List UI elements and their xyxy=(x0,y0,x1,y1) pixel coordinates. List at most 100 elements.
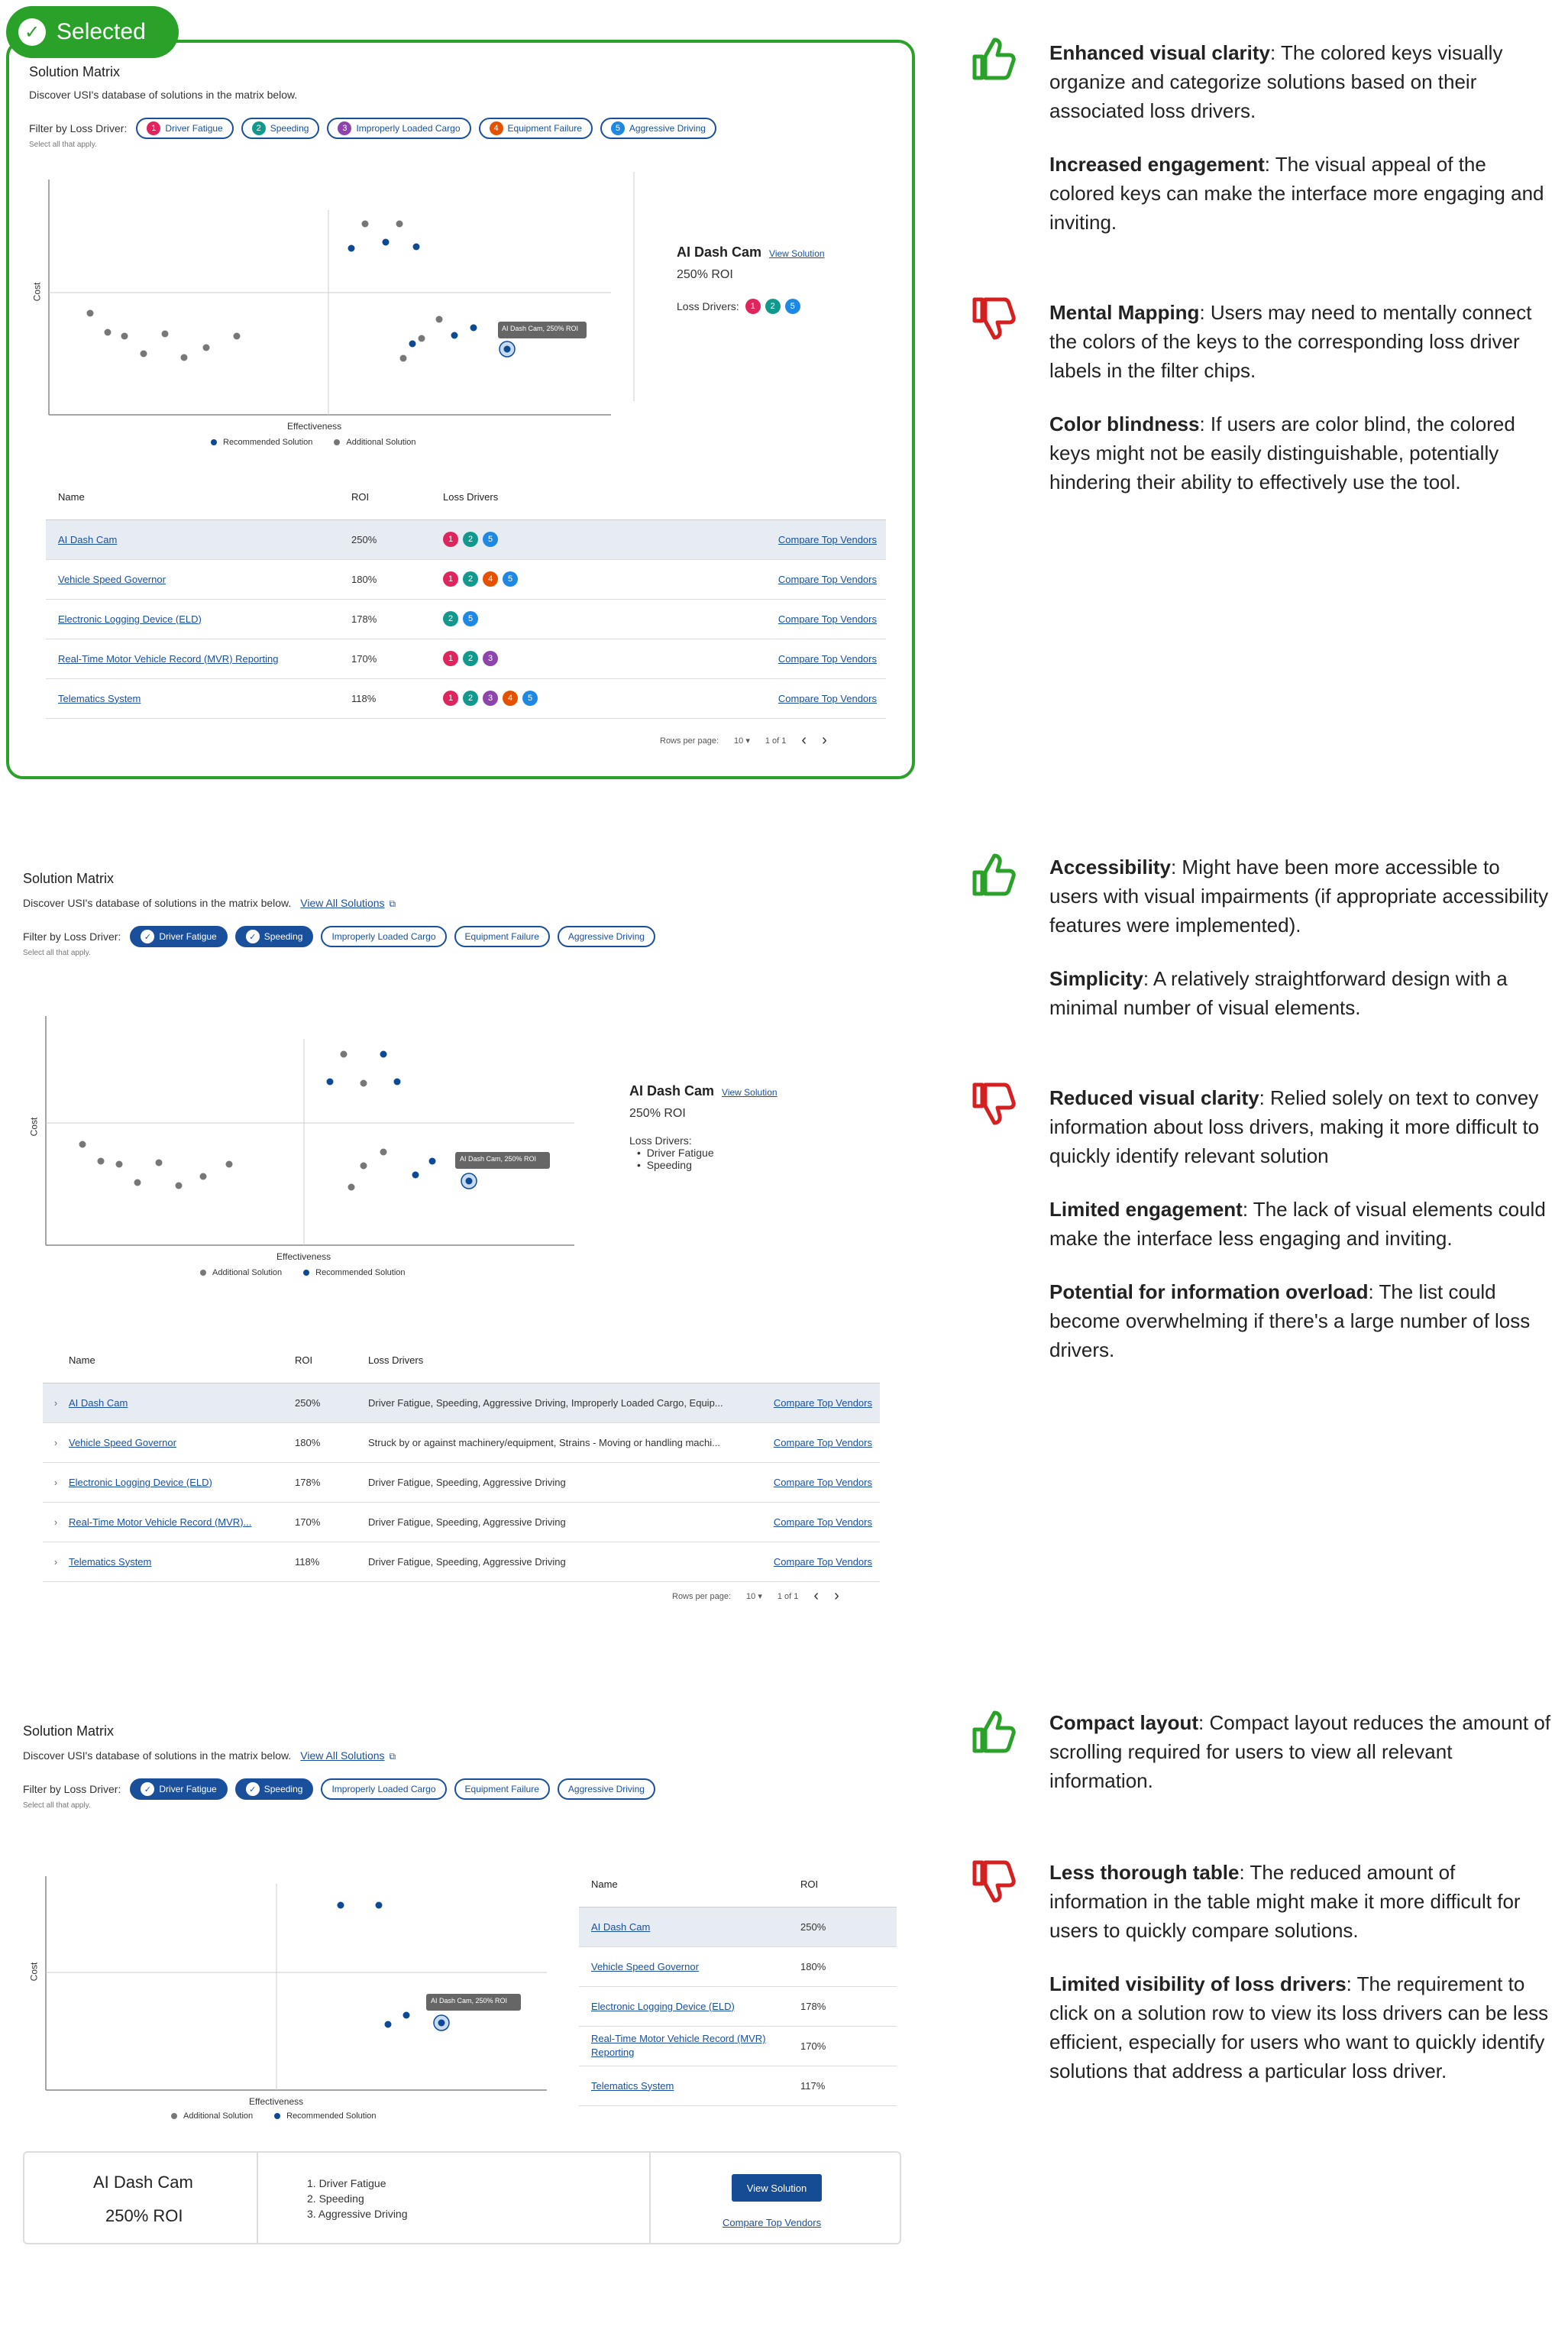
v3-chip-aggressive[interactable]: Aggressive Driving xyxy=(557,1778,655,1800)
v3-row-5-name[interactable]: Telematics System xyxy=(591,2079,674,2092)
v2-row-2-compare-link[interactable]: Compare Top Vendors xyxy=(773,1436,872,1448)
v2-filter-row: Filter by Loss Driver: ✓ Driver Fatigue ✓… xyxy=(23,926,663,947)
v2-chip-speeding[interactable]: ✓ Speeding xyxy=(234,926,314,947)
v1-row-4-name[interactable]: Real-Time Motor Vehicle Record (MVR) Rep… xyxy=(58,652,279,665)
v2-view-solution-link[interactable]: View Solution xyxy=(722,1087,778,1098)
v2-row-3-name[interactable]: Electronic Logging Device (ELD) xyxy=(69,1476,212,1488)
table-row[interactable]: › Electronic Logging Device (ELD) 178% D… xyxy=(43,1462,880,1503)
v3-row-4-name[interactable]: Real-Time Motor Vehicle Record (MVR) Rep… xyxy=(591,2033,766,2058)
v2-row-4-name[interactable]: Real-Time Motor Vehicle Record (MVR)... xyxy=(69,1516,252,1528)
v2-detail-ld-item-1: • Driver Fatigue xyxy=(637,1147,714,1159)
v1-rows-per-page-select[interactable]: 10 ▾ xyxy=(734,736,750,746)
v3-chip-equipment[interactable]: Equipment Failure xyxy=(454,1778,550,1800)
v3-row-1-roi: 250% xyxy=(800,1907,897,1947)
v3-solution-card: AI Dash Cam 250% ROI 1. Driver Fatigue 2… xyxy=(23,2151,901,2244)
v3-card-divider-2 xyxy=(649,2153,651,2243)
table-row[interactable]: › AI Dash Cam 250% Driver Fatigue, Speed… xyxy=(43,1383,880,1423)
v3-view-all-link[interactable]: View All Solutions xyxy=(300,1749,385,1762)
v3-filter-hint: Select all that apply. xyxy=(23,1801,91,1810)
v2-chip-equipment[interactable]: Equipment Failure xyxy=(454,926,550,947)
v2-row-1-compare-link[interactable]: Compare Top Vendors xyxy=(773,1396,872,1409)
v3-chip-speeding[interactable]: ✓ Speeding xyxy=(234,1778,314,1800)
table-row[interactable]: Real-Time Motor Vehicle Record (MVR) Rep… xyxy=(579,2026,897,2066)
chevron-right-icon[interactable]: › xyxy=(43,1542,69,1582)
view-solution-button[interactable]: View Solution xyxy=(732,2174,822,2202)
v2-subtitle: Discover USI's database of solutions in … xyxy=(23,897,292,909)
table-row[interactable]: › Telematics System 118% Driver Fatigue,… xyxy=(43,1542,880,1582)
v1-row-5-name[interactable]: Telematics System xyxy=(58,692,141,704)
prev-page-icon[interactable]: ‹ xyxy=(813,1587,820,1604)
v2-row-5-name[interactable]: Telematics System xyxy=(69,1555,152,1568)
chevron-right-icon[interactable]: › xyxy=(43,1462,69,1503)
v3-row-1-name[interactable]: AI Dash Cam xyxy=(591,1920,651,1933)
chevron-right-icon[interactable]: › xyxy=(43,1383,69,1423)
v1-detail-panel: AI Dash Cam View Solution 250% ROI Loss D… xyxy=(677,244,825,314)
v1-view-solution-link[interactable]: View Solution xyxy=(769,248,825,259)
v1-chip-3[interactable]: 3 Improperly Loaded Cargo xyxy=(327,118,471,139)
v1-row-5-compare-link[interactable]: Compare Top Vendors xyxy=(778,692,877,704)
v3-chip-driver-fatigue[interactable]: ✓ Driver Fatigue xyxy=(130,1778,228,1800)
v2-chip-driver-fatigue[interactable]: ✓ Driver Fatigue xyxy=(130,926,228,947)
table-row[interactable]: AI Dash Cam 250% xyxy=(579,1907,897,1947)
v1-chip-1-label: Driver Fatigue xyxy=(165,123,223,134)
v3-compare-vendors-link[interactable]: Compare Top Vendors xyxy=(723,2217,822,2228)
v2-chip-aggressive[interactable]: Aggressive Driving xyxy=(557,926,655,947)
v1-chip-1[interactable]: 1 Driver Fatigue xyxy=(136,118,234,139)
v1-x-axis-label: Effectiveness xyxy=(287,421,342,432)
v1-chip-2[interactable]: 2 Speeding xyxy=(241,118,320,139)
v2-row-5-compare-link[interactable]: Compare Top Vendors xyxy=(773,1555,872,1568)
v3-chip-cargo[interactable]: Improperly Loaded Cargo xyxy=(321,1778,447,1800)
v3-row-3-name[interactable]: Electronic Logging Device (ELD) xyxy=(591,2000,735,2012)
prev-page-icon[interactable]: ‹ xyxy=(801,732,807,749)
v1-chip-4[interactable]: 4 Equipment Failure xyxy=(478,118,593,139)
v2-th-action xyxy=(762,1338,880,1383)
v1-row-1-compare-link[interactable]: Compare Top Vendors xyxy=(778,533,877,545)
table-row[interactable]: Vehicle Speed Governor 180% xyxy=(579,1946,897,1987)
v1-table-header: Name ROI Loss Drivers xyxy=(46,475,886,520)
v1-row-2-name[interactable]: Vehicle Speed Governor xyxy=(58,573,166,585)
v1-pagination: Rows per page: 10 ▾ 1 of 1 ‹ › xyxy=(660,732,827,749)
chevron-right-icon[interactable]: › xyxy=(43,1422,69,1463)
v3-x-axis-label: Effectiveness xyxy=(249,2096,304,2107)
v1-detail-roi: 250% ROI xyxy=(677,268,733,281)
v2-view-all-link[interactable]: View All Solutions xyxy=(300,897,385,909)
v3-filter-row: Filter by Loss Driver: ✓ Driver Fatigue ✓… xyxy=(23,1778,663,1800)
v1-row-3-name[interactable]: Electronic Logging Device (ELD) xyxy=(58,613,202,625)
table-row[interactable]: Telematics System 117% xyxy=(579,2066,897,2106)
v1-detail-badge-2: 2 xyxy=(765,299,781,314)
v1-filter-row: Filter by Loss Driver: 1 Driver Fatigue 2… xyxy=(29,118,724,139)
v2-rows-per-page-select[interactable]: 10 ▾ xyxy=(746,1592,762,1601)
v2-solutions-table: Name ROI Loss Drivers › AI Dash Cam 250%… xyxy=(43,1338,880,1582)
v2-row-3-compare-link[interactable]: Compare Top Vendors xyxy=(773,1476,872,1488)
v1-row-5-roi: 118% xyxy=(351,678,443,719)
table-row[interactable]: Electronic Logging Device (ELD) 178% xyxy=(579,1986,897,2027)
v2-row-4-compare-link[interactable]: Compare Top Vendors xyxy=(773,1516,872,1528)
v1-row-1-name[interactable]: AI Dash Cam xyxy=(58,533,118,545)
v3-title: Solution Matrix xyxy=(23,1723,115,1739)
v2-chip-cargo[interactable]: Improperly Loaded Cargo xyxy=(321,926,447,947)
v3-row-5-roi: 117% xyxy=(800,2066,897,2106)
next-page-icon[interactable]: › xyxy=(834,1587,839,1604)
next-page-icon[interactable]: › xyxy=(822,732,827,749)
v1-tooltip: AI Dash Cam, 250% ROI xyxy=(502,325,579,332)
v3-chart-svg xyxy=(45,1876,547,2091)
table-row[interactable]: Real-Time Motor Vehicle Record (MVR) Rep… xyxy=(46,639,886,679)
v1-chip-5[interactable]: 5 Aggressive Driving xyxy=(600,118,716,139)
table-row[interactable]: › Vehicle Speed Governor 180% Struck by … xyxy=(43,1422,880,1463)
v2-row-2-name[interactable]: Vehicle Speed Governor xyxy=(69,1436,176,1448)
v2-subtitle-row: Discover USI's database of solutions in … xyxy=(23,897,396,910)
v2-row-1-name[interactable]: AI Dash Cam xyxy=(69,1396,128,1409)
v1-row-2-compare-link[interactable]: Compare Top Vendors xyxy=(778,573,877,585)
v1-row-4-compare-link[interactable]: Compare Top Vendors xyxy=(778,652,877,665)
table-row[interactable]: › Real-Time Motor Vehicle Record (MVR)..… xyxy=(43,1502,880,1542)
v2-detail-ld-item-2: • Speeding xyxy=(637,1159,692,1171)
v3-row-2-name[interactable]: Vehicle Speed Governor xyxy=(591,1960,699,1972)
selected-badge-label: Selected xyxy=(57,19,146,44)
v1-row-3-compare-link[interactable]: Compare Top Vendors xyxy=(778,613,877,625)
chevron-right-icon[interactable]: › xyxy=(43,1502,69,1542)
